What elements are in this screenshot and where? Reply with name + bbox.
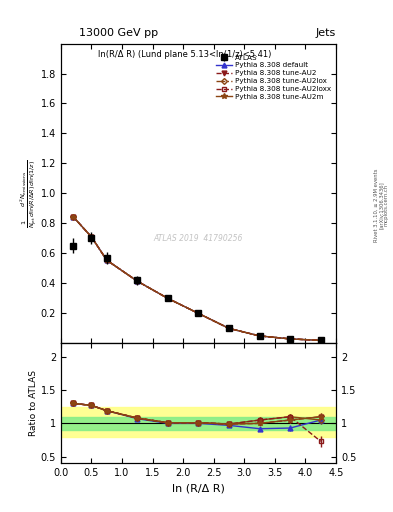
Pythia 8.308 tune-AU2lox <box>71 214 75 220</box>
Pythia 8.308 tune-AU2m <box>71 214 75 220</box>
Pythia 8.308 tune-AU2 <box>165 295 170 302</box>
Pythia 8.308 tune-AU2m <box>89 234 94 240</box>
Pythia 8.308 tune-AU2loxx <box>227 325 231 331</box>
Pythia 8.308 tune-AU2lox <box>227 325 231 331</box>
Y-axis label: Ratio to ATLAS: Ratio to ATLAS <box>29 370 38 436</box>
Text: Rivet 3.1.10, ≥ 2.9M events: Rivet 3.1.10, ≥ 2.9M events <box>374 168 379 242</box>
Pythia 8.308 tune-AU2lox <box>165 295 170 302</box>
X-axis label: ln (R/Δ R): ln (R/Δ R) <box>172 484 225 494</box>
Text: Jets: Jets <box>316 28 336 38</box>
Pythia 8.308 default <box>135 278 140 284</box>
Line: Pythia 8.308 tune-AU2m: Pythia 8.308 tune-AU2m <box>70 214 323 343</box>
Pythia 8.308 tune-AU2loxx <box>71 214 75 220</box>
Pythia 8.308 default <box>257 333 262 339</box>
Pythia 8.308 tune-AU2loxx <box>165 295 170 302</box>
Line: Pythia 8.308 tune-AU2lox: Pythia 8.308 tune-AU2lox <box>71 215 323 343</box>
Text: [arXiv:1306.3436]: [arXiv:1306.3436] <box>379 181 384 229</box>
Pythia 8.308 default <box>89 234 94 240</box>
Pythia 8.308 tune-AU2 <box>135 278 140 284</box>
Pythia 8.308 tune-AU2loxx <box>89 234 94 240</box>
Text: ATLAS 2019  41790256: ATLAS 2019 41790256 <box>154 234 243 243</box>
Pythia 8.308 tune-AU2m <box>196 310 201 316</box>
Pythia 8.308 tune-AU2lox <box>105 257 109 263</box>
Pythia 8.308 tune-AU2m <box>318 337 323 344</box>
Pythia 8.308 tune-AU2 <box>71 214 75 220</box>
Line: Pythia 8.308 tune-AU2: Pythia 8.308 tune-AU2 <box>71 215 323 343</box>
Pythia 8.308 tune-AU2loxx <box>318 337 323 344</box>
Line: Pythia 8.308 tune-AU2loxx: Pythia 8.308 tune-AU2loxx <box>71 215 323 343</box>
Pythia 8.308 tune-AU2loxx <box>135 278 140 284</box>
Legend: ATLAS, Pythia 8.308 default, Pythia 8.308 tune-AU2, Pythia 8.308 tune-AU2lox, Py: ATLAS, Pythia 8.308 default, Pythia 8.30… <box>215 53 332 101</box>
Text: mcplots.cern.ch: mcplots.cern.ch <box>384 184 388 226</box>
Pythia 8.308 tune-AU2lox <box>257 333 262 339</box>
Pythia 8.308 tune-AU2loxx <box>288 336 292 342</box>
Pythia 8.308 tune-AU2loxx <box>257 333 262 339</box>
Pythia 8.308 tune-AU2 <box>257 333 262 339</box>
Pythia 8.308 tune-AU2loxx <box>196 310 201 316</box>
Pythia 8.308 tune-AU2m <box>288 336 292 342</box>
Pythia 8.308 tune-AU2lox <box>196 310 201 316</box>
Pythia 8.308 default <box>288 336 292 342</box>
Pythia 8.308 tune-AU2lox <box>135 278 140 284</box>
Pythia 8.308 tune-AU2m <box>135 278 140 284</box>
Pythia 8.308 tune-AU2 <box>318 337 323 344</box>
Text: 13000 GeV pp: 13000 GeV pp <box>79 28 158 38</box>
Pythia 8.308 default <box>165 295 170 302</box>
Pythia 8.308 tune-AU2loxx <box>105 257 109 263</box>
Line: Pythia 8.308 default: Pythia 8.308 default <box>71 215 323 343</box>
Pythia 8.308 tune-AU2m <box>165 295 170 302</box>
Pythia 8.308 tune-AU2 <box>105 257 109 263</box>
Pythia 8.308 tune-AU2m <box>105 257 109 263</box>
Pythia 8.308 tune-AU2 <box>196 310 201 316</box>
Pythia 8.308 tune-AU2m <box>257 333 262 339</box>
Y-axis label: $\frac{1}{N_{\rm jet}}\frac{d^2 N_{\rm emissions}}{d\ln(R/\Delta R)\, d\ln(1/z)}: $\frac{1}{N_{\rm jet}}\frac{d^2 N_{\rm e… <box>18 159 39 228</box>
Text: ln(R/Δ R) (Lund plane 5.13<ln(1/z)<5.41): ln(R/Δ R) (Lund plane 5.13<ln(1/z)<5.41) <box>98 50 272 58</box>
Pythia 8.308 tune-AU2lox <box>288 336 292 342</box>
Pythia 8.308 default <box>227 325 231 331</box>
Pythia 8.308 default <box>71 214 75 220</box>
Pythia 8.308 default <box>196 310 201 316</box>
Pythia 8.308 default <box>105 257 109 263</box>
Pythia 8.308 tune-AU2 <box>288 336 292 342</box>
Pythia 8.308 tune-AU2lox <box>89 234 94 240</box>
Pythia 8.308 default <box>318 337 323 344</box>
Pythia 8.308 tune-AU2 <box>227 325 231 331</box>
Pythia 8.308 tune-AU2 <box>89 234 94 240</box>
Pythia 8.308 tune-AU2lox <box>318 337 323 344</box>
Pythia 8.308 tune-AU2m <box>227 325 231 331</box>
